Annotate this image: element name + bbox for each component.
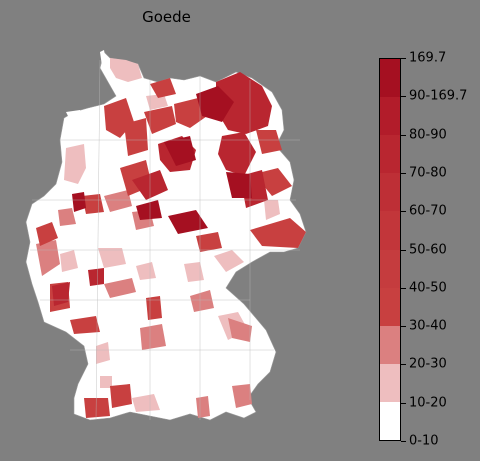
district xyxy=(216,72,272,134)
district xyxy=(146,296,162,320)
district xyxy=(146,94,168,110)
legend-label: 30-40 xyxy=(409,318,447,334)
legend-swatch xyxy=(380,97,400,136)
district xyxy=(36,222,58,246)
island-north xyxy=(100,50,106,66)
district xyxy=(232,384,252,408)
district xyxy=(110,384,132,408)
legend-swatch xyxy=(380,135,400,174)
legend-swatch xyxy=(380,287,400,326)
legend-tick xyxy=(401,326,406,328)
district xyxy=(196,232,222,252)
district xyxy=(184,262,204,282)
district xyxy=(36,240,60,276)
legend-tick xyxy=(401,249,406,251)
legend-label: 70-80 xyxy=(409,165,447,181)
legend-label: 80-90 xyxy=(409,127,447,143)
district xyxy=(196,396,210,418)
district xyxy=(98,248,126,268)
district-fills xyxy=(36,58,306,418)
district-boundaries xyxy=(30,59,300,421)
legend-swatch xyxy=(380,59,400,98)
legend-label: 20-30 xyxy=(409,356,447,372)
district xyxy=(196,86,234,122)
district xyxy=(96,342,110,364)
district xyxy=(218,132,256,176)
legend-tick xyxy=(401,441,406,442)
map-title: Goede xyxy=(142,8,191,26)
district xyxy=(256,130,282,154)
legend-label: 40-50 xyxy=(409,280,447,296)
district xyxy=(144,106,176,134)
district xyxy=(228,318,252,342)
legend-tick xyxy=(401,134,406,136)
district xyxy=(84,398,110,418)
district xyxy=(136,262,156,280)
legend-swatch xyxy=(380,363,400,402)
legend-swatch xyxy=(380,211,400,250)
legend-swatch xyxy=(380,325,400,364)
district xyxy=(132,394,160,412)
district xyxy=(190,290,214,312)
legend-label: 169.7 xyxy=(409,50,447,66)
district xyxy=(226,172,252,198)
district xyxy=(254,168,292,196)
district xyxy=(140,324,166,350)
legend-tick xyxy=(401,172,406,174)
legend-swatch xyxy=(380,249,400,288)
district xyxy=(150,78,176,98)
district xyxy=(168,210,208,234)
district xyxy=(100,376,112,388)
island-frisian xyxy=(66,110,82,116)
district xyxy=(104,190,132,212)
district xyxy=(164,136,196,166)
district xyxy=(110,58,142,82)
district xyxy=(264,200,280,220)
legend-label: 60-70 xyxy=(409,203,447,219)
district xyxy=(64,144,86,184)
legend-tick xyxy=(401,402,406,404)
legend-label: 90-169.7 xyxy=(409,88,468,104)
legend-tick xyxy=(401,96,406,98)
legend-label: 0-10 xyxy=(409,433,439,449)
district xyxy=(72,192,86,212)
district xyxy=(124,118,148,156)
germany-choropleth-map xyxy=(25,50,307,421)
legend-tick xyxy=(401,58,406,59)
legend-label: 50-60 xyxy=(409,242,447,257)
legend-tick xyxy=(401,211,406,213)
district xyxy=(250,218,306,248)
legend-label: 10-20 xyxy=(409,395,447,411)
district xyxy=(214,250,244,272)
district xyxy=(104,278,136,298)
legend-tick xyxy=(401,287,406,289)
legend-swatch xyxy=(380,401,400,440)
district xyxy=(58,208,76,226)
district xyxy=(60,250,78,272)
district xyxy=(88,268,104,286)
legend-swatch xyxy=(380,173,400,212)
district xyxy=(70,316,100,334)
legend-colorbar xyxy=(379,58,401,441)
district xyxy=(136,200,162,220)
legend-tick xyxy=(401,364,406,366)
